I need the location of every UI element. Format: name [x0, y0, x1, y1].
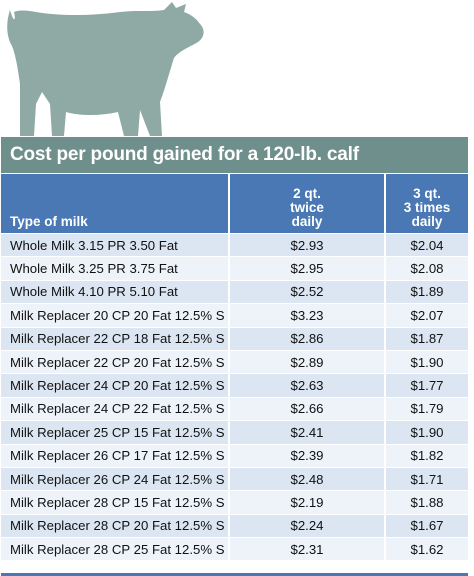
- bottom-rule: [1, 573, 468, 576]
- cost-three-times-daily-cell: $1.88: [384, 490, 468, 515]
- table-row: Whole Milk 3.15 PR 3.50 Fat $2.93 $2.04: [1, 232, 468, 257]
- milk-type-cell: Whole Milk 4.10 PR 5.10 Fat: [1, 279, 229, 304]
- milk-type-cell: Milk Replacer 24 CP 20 Fat 12.5% S: [1, 373, 229, 398]
- cost-three-times-daily-cell: $2.07: [384, 303, 468, 328]
- table-row: Milk Replacer 26 CP 24 Fat 12.5% S $2.48 $…: [1, 466, 468, 491]
- column-header-type: Type of milk: [1, 174, 229, 234]
- calf-illustration: [0, 0, 474, 138]
- cost-three-times-daily-cell: $1.77: [384, 373, 468, 398]
- calf-silhouette-icon: [7, 2, 204, 136]
- cost-twice-daily-cell: $2.52: [228, 279, 385, 304]
- milk-type-cell: Milk Replacer 25 CP 15 Fat 12.5% S: [1, 420, 229, 445]
- cost-twice-daily-cell: $2.63: [228, 373, 385, 398]
- milk-type-cell: Milk Replacer 22 CP 20 Fat 12.5% S: [1, 349, 229, 374]
- cost-table: Type of milk 2 qt. twice daily 3 qt. 3 t…: [1, 174, 468, 561]
- cost-three-times-daily-cell: $1.62: [384, 537, 468, 561]
- table-title: Cost per pound gained for a 120-lb. calf: [1, 137, 468, 173]
- milk-type-cell: Milk Replacer 28 CP 15 Fat 12.5% S: [1, 490, 229, 515]
- milk-type-cell: Milk Replacer 20 CP 20 Fat 12.5% S: [1, 303, 229, 328]
- cost-three-times-daily-cell: $2.04: [384, 232, 468, 257]
- table-row: Milk Replacer 25 CP 15 Fat 12.5% S $2.41 $…: [1, 420, 468, 445]
- cost-twice-daily-cell: $2.89: [228, 349, 385, 374]
- cost-twice-daily-cell: $2.86: [228, 326, 385, 351]
- cost-twice-daily-cell: $3.23: [228, 303, 385, 328]
- cost-three-times-daily-cell: $1.89: [384, 279, 468, 304]
- table-row: Milk Replacer 22 CP 18 Fat 12.5% S $2.86 $…: [1, 326, 468, 351]
- header-row: Type of milk 2 qt. twice daily 3 qt. 3 t…: [1, 174, 468, 234]
- milk-type-cell: Milk Replacer 22 CP 18 Fat 12.5% S: [1, 326, 229, 351]
- table-row: Milk Replacer 20 CP 20 Fat 12.5% S $3.23 $…: [1, 303, 468, 328]
- cost-twice-daily-cell: $2.24: [228, 513, 385, 538]
- table-row: Milk Replacer 24 CP 20 Fat 12.5% S $2.63 $…: [1, 373, 468, 398]
- cost-three-times-daily-cell: $1.90: [384, 349, 468, 374]
- milk-type-cell: Milk Replacer 28 CP 20 Fat 12.5% S: [1, 513, 229, 538]
- cost-three-times-daily-cell: $1.79: [384, 396, 468, 421]
- milk-type-cell: Milk Replacer 26 CP 17 Fat 12.5% S: [1, 443, 229, 468]
- column-header-twice-daily: 2 qt. twice daily: [228, 174, 385, 234]
- cost-three-times-daily-cell: $2.08: [384, 256, 468, 281]
- table-row: Milk Replacer 28 CP 25 Fat 12.5% S $2.31 $…: [1, 537, 468, 561]
- table-row: Milk Replacer 26 CP 17 Fat 12.5% S $2.39 $…: [1, 443, 468, 468]
- cost-twice-daily-cell: $2.39: [228, 443, 385, 468]
- cost-twice-daily-cell: $2.48: [228, 466, 385, 491]
- cost-twice-daily-cell: $2.41: [228, 420, 385, 445]
- cost-twice-daily-cell: $2.66: [228, 396, 385, 421]
- table-row: Milk Replacer 22 CP 20 Fat 12.5% S $2.89 $…: [1, 349, 468, 374]
- header-line: daily: [291, 214, 323, 229]
- cost-twice-daily-cell: $2.19: [228, 490, 385, 515]
- table-row: Milk Replacer 24 CP 22 Fat 12.5% S $2.66 $…: [1, 396, 468, 421]
- header-line: 3 times: [403, 200, 451, 215]
- milk-type-cell: Whole Milk 3.15 PR 3.50 Fat: [1, 232, 229, 257]
- column-header-three-times-daily: 3 qt. 3 times daily: [384, 174, 468, 234]
- header-line: 3 qt.: [413, 186, 441, 201]
- milk-type-cell: Milk Replacer 26 CP 24 Fat 12.5% S: [1, 466, 229, 491]
- milk-type-cell: Whole Milk 3.25 PR 3.75 Fat: [1, 256, 229, 281]
- header-line: 2 qt.: [293, 186, 321, 201]
- cost-twice-daily-cell: $2.93: [228, 232, 385, 257]
- header-line: twice: [290, 200, 324, 215]
- cost-three-times-daily-cell: $1.71: [384, 466, 468, 491]
- milk-type-cell: Milk Replacer 28 CP 25 Fat 12.5% S: [1, 537, 229, 561]
- cost-twice-daily-cell: $2.31: [228, 537, 385, 561]
- table-row: Milk Replacer 28 CP 20 Fat 12.5% S $2.24 $…: [1, 513, 468, 538]
- header-line: daily: [411, 214, 443, 229]
- cost-twice-daily-cell: $2.95: [228, 256, 385, 281]
- cost-three-times-daily-cell: $1.90: [384, 420, 468, 445]
- table-row: Milk Replacer 28 CP 15 Fat 12.5% S $2.19 $…: [1, 490, 468, 515]
- cost-three-times-daily-cell: $1.67: [384, 513, 468, 538]
- milk-type-cell: Milk Replacer 24 CP 22 Fat 12.5% S: [1, 396, 229, 421]
- cost-three-times-daily-cell: $1.82: [384, 443, 468, 468]
- cost-three-times-daily-cell: $1.87: [384, 326, 468, 351]
- table-row: Whole Milk 3.25 PR 3.75 Fat $2.95 $2.08: [1, 256, 468, 281]
- table-row: Whole Milk 4.10 PR 5.10 Fat $2.52 $1.89: [1, 279, 468, 304]
